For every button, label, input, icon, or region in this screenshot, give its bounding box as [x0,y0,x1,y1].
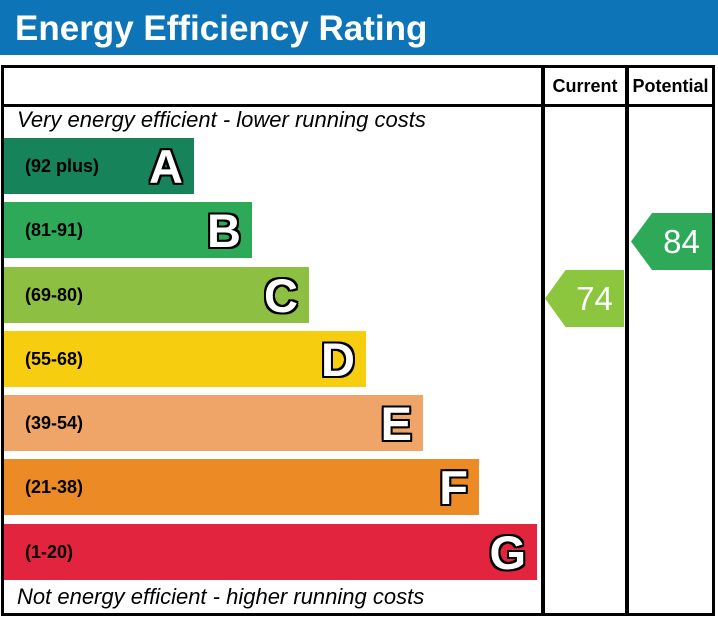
header-row-divider [4,104,712,107]
band-letter: G [489,525,526,579]
band-row-c: (69-80) C [4,266,309,323]
band-range-label: (81-91) [25,220,84,241]
band-letter: E [380,397,412,451]
band-letter: B [207,204,241,258]
potential-rating-arrow: 84 [631,213,712,270]
top-note: Very energy efficient - lower running co… [17,107,426,132]
band-range-label: (92 plus) [25,156,100,176]
band-range-label: (39-54) [25,413,84,434]
band-range-label: (69-80) [25,284,84,305]
band-row-a: (92 plus) A [4,138,194,194]
band-row-e: (39-54) E [4,395,423,452]
band-range-label: (1-20) [25,541,74,562]
band-row-g: (1-20) G [4,523,537,580]
band-range-label: (55-68) [25,348,84,369]
column-divider-current [541,68,545,613]
chart-title: Energy Efficiency Rating [15,9,428,48]
band-range-label: (21-38) [25,477,84,498]
band-row-b: (81-91) B [4,202,252,259]
band-letter: D [321,332,355,386]
rating-table-frame [1,65,715,616]
band-letter: A [149,140,183,193]
column-divider-potential [625,68,629,613]
current-rating-value: 74 [576,279,613,317]
band-letter: C [264,268,298,322]
band-letter: F [439,461,468,515]
column-header-current: Current [552,76,618,96]
band-row-d: (55-68) D [4,330,366,387]
bottom-note: Not energy efficient - higher running co… [17,584,425,609]
rating-bands: (92 plus) A (81-91) B (69-80) C (55-68) … [4,138,541,588]
column-header-potential: Potential [632,76,709,96]
potential-rating-value: 84 [663,222,700,260]
chart-header: Energy Efficiency Rating [0,0,718,55]
band-row-f: (21-38) F [4,459,479,516]
